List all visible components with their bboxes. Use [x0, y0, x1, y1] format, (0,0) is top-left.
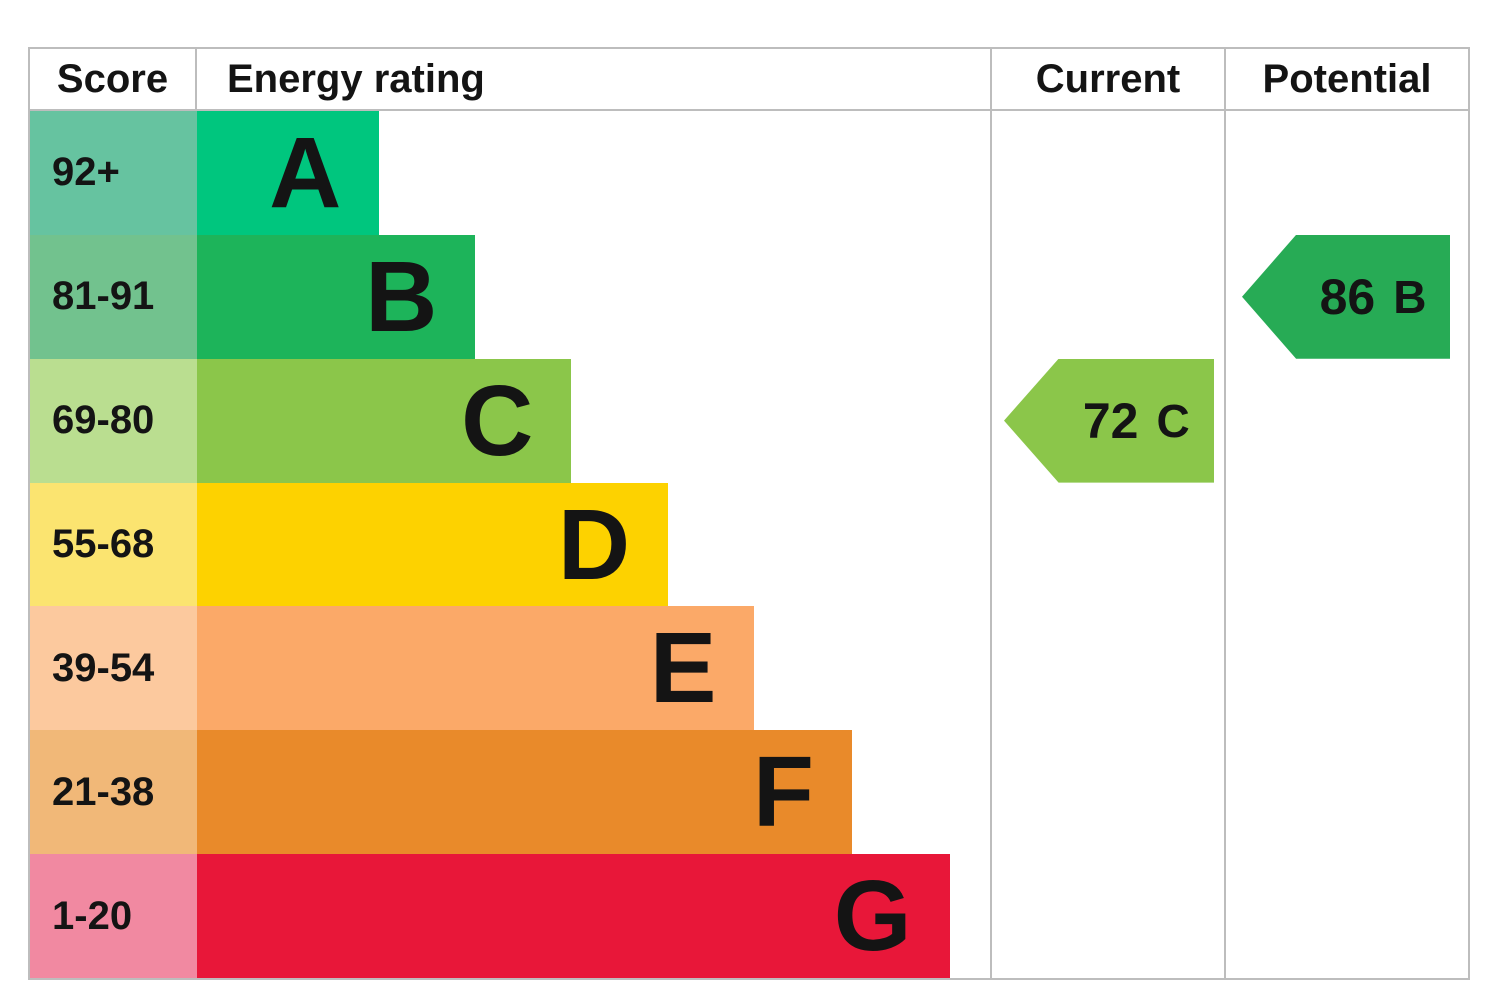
current-cell-b: [990, 234, 1224, 359]
energy-cell-f: F: [197, 730, 990, 855]
score-range-g: 1-20: [30, 854, 197, 979]
energy-cell-c: C: [197, 358, 990, 483]
header-potential: Potential: [1224, 49, 1468, 109]
header-score: Score: [30, 49, 197, 109]
potential-cell-a: [1224, 111, 1468, 235]
energy-cell-e: E: [197, 606, 990, 731]
header-energy-rating: Energy rating: [227, 56, 485, 101]
current-cell-c: 72 C: [990, 358, 1224, 483]
current-rating-arrow: 72 C: [1004, 358, 1214, 483]
rating-bar-f: F: [197, 730, 853, 855]
energy-cell-d: D: [197, 482, 990, 607]
current-cell-e: [990, 606, 1224, 731]
rating-letter-f: F: [752, 736, 815, 849]
score-range-e: 39-54: [30, 606, 197, 731]
rating-letter-d: D: [557, 488, 631, 601]
rating-bar-g: G: [197, 854, 950, 979]
potential-arrow-label: 86 B: [1296, 272, 1450, 322]
current-arrow-label: 72 C: [1059, 396, 1214, 446]
energy-cell-a: A: [197, 111, 990, 235]
score-range-b: 81-91: [30, 234, 197, 359]
epc-rating-chart: Score Energy rating Current Potential 92…: [28, 47, 1470, 980]
energy-cell-b: B: [197, 234, 990, 359]
rating-letter-e: E: [649, 612, 717, 725]
potential-rating-letter: B: [1393, 270, 1427, 323]
potential-cell-b: 86 B: [1224, 234, 1468, 359]
energy-cell-g: G: [197, 854, 990, 979]
potential-cell-g: [1224, 854, 1468, 979]
band-row-f: 21-38 F: [30, 730, 1468, 855]
band-row-a: 92+ A: [30, 111, 1468, 235]
band-row-d: 55-68 D: [30, 482, 1468, 607]
current-score-value: 72: [1082, 392, 1139, 449]
rating-bar-a: A: [197, 111, 380, 235]
potential-cell-e: [1224, 606, 1468, 731]
rating-bar-e: E: [197, 606, 755, 731]
current-rating-letter: C: [1156, 394, 1190, 447]
rating-letter-a: A: [269, 116, 342, 229]
score-range-d: 55-68: [30, 482, 197, 607]
potential-cell-c: [1224, 358, 1468, 483]
current-cell-a: [990, 111, 1224, 235]
band-row-e: 39-54 E: [30, 606, 1468, 731]
band-row-c: 69-80 C 72 C: [30, 358, 1468, 483]
score-range-c: 69-80: [30, 358, 197, 483]
rating-letter-g: G: [833, 860, 912, 973]
score-range-f: 21-38: [30, 730, 197, 855]
potential-cell-d: [1224, 482, 1468, 607]
header-current: Current: [990, 49, 1224, 109]
rating-bar-c: C: [197, 358, 572, 483]
current-cell-d: [990, 482, 1224, 607]
band-row-b: 81-91 B 86 B: [30, 234, 1468, 359]
current-cell-g: [990, 854, 1224, 979]
potential-score-value: 86: [1319, 268, 1376, 325]
rating-letter-b: B: [365, 240, 438, 353]
potential-rating-arrow: 86 B: [1242, 234, 1450, 359]
rating-letter-c: C: [461, 364, 534, 477]
header-row: Score Energy rating Current Potential: [30, 49, 1468, 111]
rating-bar-d: D: [197, 482, 669, 607]
potential-cell-f: [1224, 730, 1468, 855]
rating-bar-b: B: [197, 234, 476, 359]
score-range-a: 92+: [30, 111, 197, 235]
current-cell-f: [990, 730, 1224, 855]
band-row-g: 1-20 G: [30, 854, 1468, 979]
